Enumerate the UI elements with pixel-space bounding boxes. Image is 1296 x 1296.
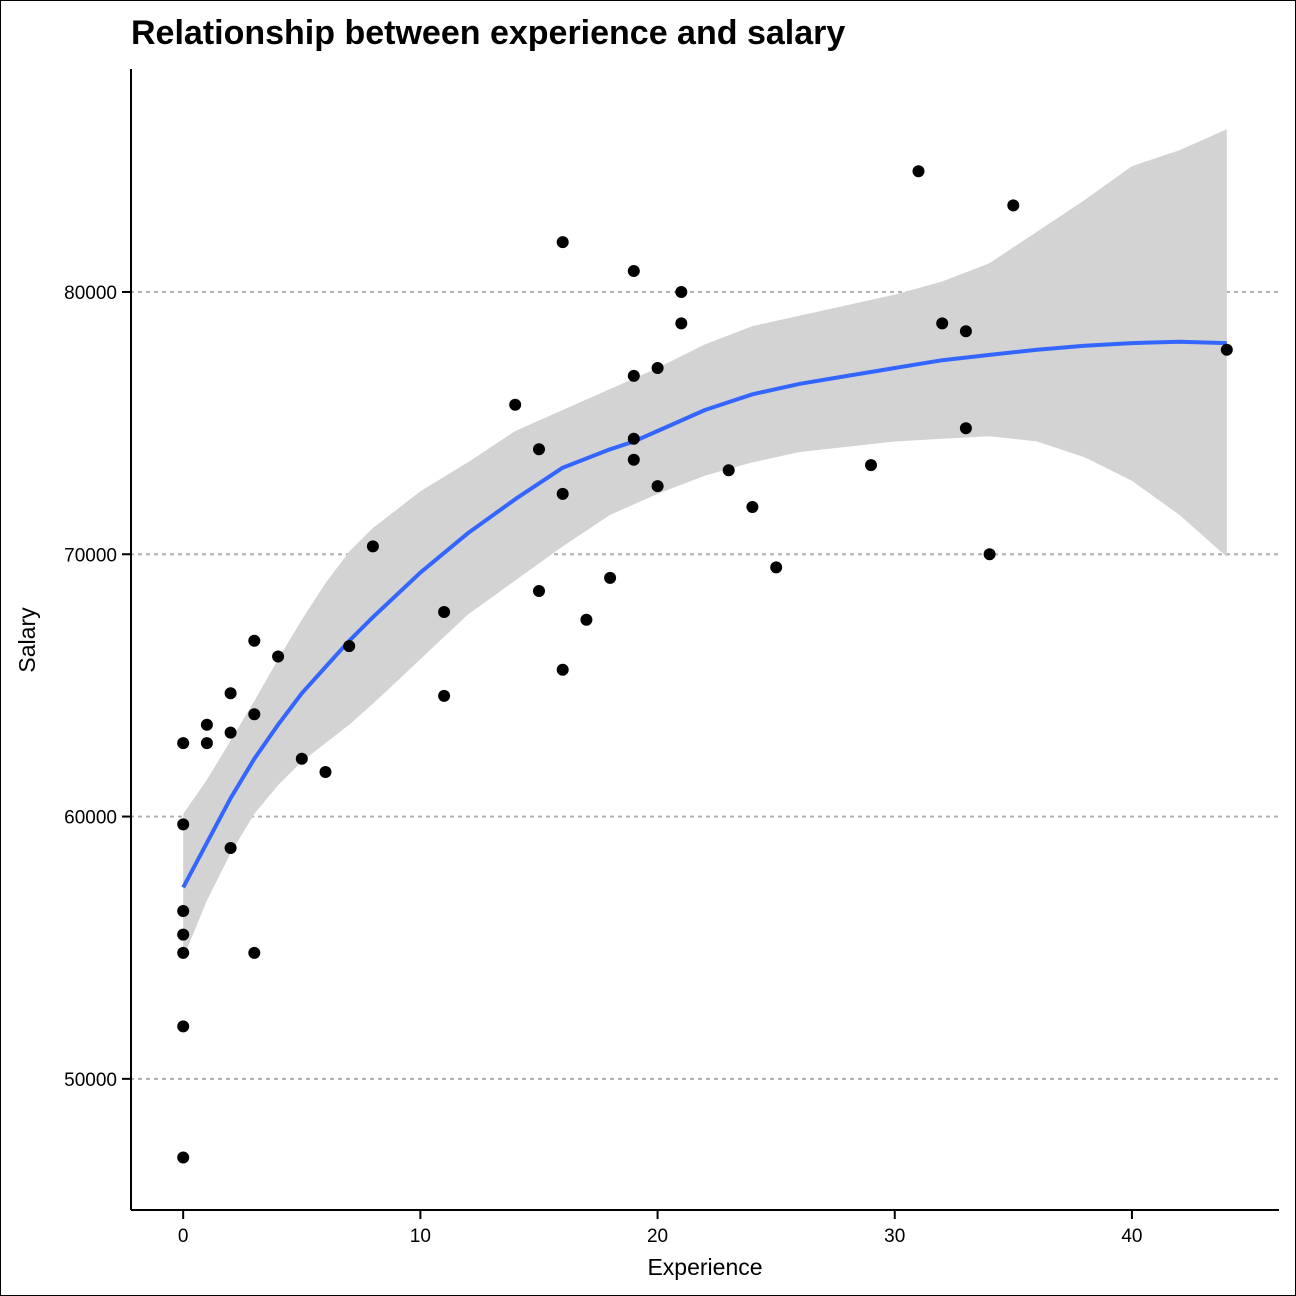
data-point-30 — [627, 453, 640, 466]
data-point-26 — [556, 487, 569, 500]
data-point-9 — [224, 842, 237, 854]
x-tick-label-30: 30 — [884, 1226, 905, 1247]
data-point-18 — [343, 640, 356, 653]
data-point-32 — [627, 369, 640, 382]
data-point-21 — [438, 606, 451, 618]
data-point-15 — [272, 650, 285, 663]
x-axis-title: Experience — [647, 1254, 762, 1280]
data-point-42 — [912, 165, 925, 178]
data-point-14 — [248, 634, 261, 647]
x-tick-label-0: 0 — [178, 1226, 189, 1247]
data-point-41 — [865, 459, 877, 472]
data-point-31 — [627, 432, 640, 445]
x-tick-label-20: 20 — [647, 1226, 668, 1247]
y-tick-label-50000: 50000 — [64, 1070, 117, 1091]
data-point-19 — [366, 540, 379, 553]
data-point-45 — [959, 325, 972, 338]
y-axis-title: Salary — [14, 607, 40, 673]
data-point-33 — [627, 265, 640, 277]
data-point-12 — [248, 946, 261, 959]
data-point-37 — [675, 286, 688, 298]
data-point-10 — [224, 726, 237, 739]
data-point-34 — [651, 480, 664, 493]
grid-lines — [129, 290, 1281, 1080]
data-point-22 — [509, 398, 522, 411]
data-point-38 — [722, 464, 735, 477]
data-point-1 — [177, 1020, 190, 1033]
data-point-29 — [604, 571, 617, 584]
data-point-6 — [177, 737, 190, 750]
smooth-line — [181, 339, 1227, 889]
data-point-16 — [295, 752, 308, 765]
data-point-40 — [770, 561, 783, 574]
data-point-24 — [533, 443, 545, 456]
data-point-20 — [438, 689, 451, 702]
data-point-48 — [1220, 343, 1233, 356]
data-point-27 — [556, 236, 569, 249]
data-point-0 — [177, 1151, 190, 1164]
axes — [122, 69, 1279, 1219]
data-point-44 — [959, 422, 972, 435]
data-point-39 — [746, 501, 759, 513]
y-tick-label-70000: 70000 — [64, 545, 117, 566]
data-point-3 — [177, 928, 190, 941]
x-tick-label-10: 10 — [410, 1226, 431, 1247]
data-point-8 — [200, 718, 213, 731]
scatter-points — [177, 165, 1233, 1164]
data-point-25 — [556, 663, 569, 676]
data-point-46 — [983, 548, 996, 561]
chart-title: Relationship between experience and sala… — [131, 14, 845, 52]
data-point-2 — [177, 946, 190, 959]
data-point-13 — [248, 708, 261, 721]
smooth-line-group — [181, 339, 1227, 889]
data-point-28 — [580, 613, 593, 626]
data-point-23 — [533, 585, 545, 597]
y-tick-label-80000: 80000 — [64, 283, 117, 304]
y-tick-label-60000: 60000 — [64, 808, 117, 829]
data-point-17 — [319, 766, 332, 778]
confidence-band-group — [183, 129, 1227, 959]
data-point-11 — [224, 687, 237, 700]
data-point-5 — [177, 818, 190, 831]
data-point-47 — [1007, 199, 1020, 212]
confidence-band — [183, 129, 1227, 959]
data-point-36 — [675, 317, 688, 330]
x-tick-label-40: 40 — [1121, 1226, 1142, 1247]
data-point-43 — [936, 317, 949, 330]
data-point-7 — [200, 737, 213, 750]
data-point-4 — [177, 905, 190, 917]
data-point-35 — [651, 362, 664, 374]
tick-labels: 0 10 20 30 40 50000 60000 70000 80000 — [64, 283, 1142, 1247]
